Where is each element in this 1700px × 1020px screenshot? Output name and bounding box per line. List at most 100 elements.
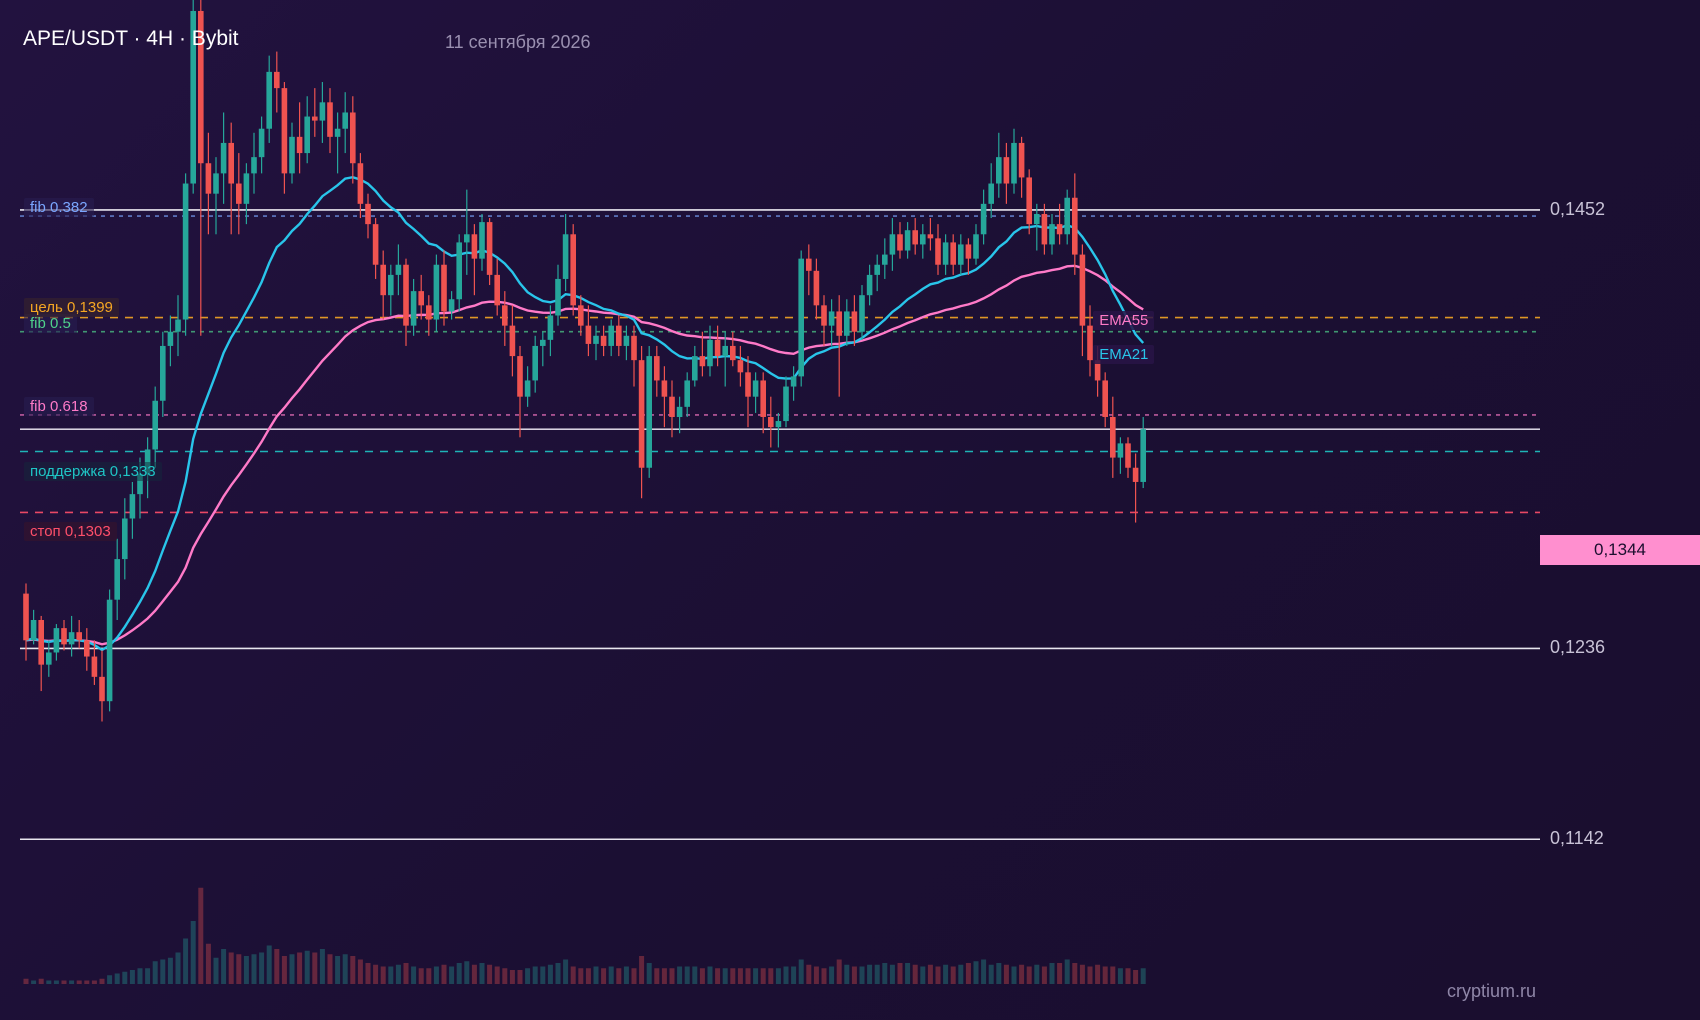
candle-body	[1003, 157, 1010, 184]
volume-bar	[1003, 964, 1009, 984]
volume-bar	[183, 938, 189, 984]
annotation-lines	[20, 215, 1540, 514]
candle-body	[958, 244, 964, 265]
volume-bar	[753, 968, 759, 984]
volume-bar	[335, 956, 341, 984]
candle-body	[942, 242, 949, 265]
ema-label: EMA21	[1093, 345, 1155, 365]
candle-body	[996, 157, 1002, 184]
candle-body	[486, 222, 493, 275]
volume-bar	[1110, 966, 1116, 984]
volume-bar	[69, 980, 75, 984]
volume-bar	[1049, 963, 1055, 984]
volume-bar	[1095, 964, 1101, 984]
candle-body	[927, 234, 934, 239]
candle-body	[806, 258, 812, 271]
candle-body	[699, 356, 706, 367]
volume-bar	[768, 968, 774, 984]
candle-body	[38, 620, 44, 665]
candle-body	[684, 380, 690, 407]
candle-body	[783, 386, 789, 422]
candle-body	[479, 222, 485, 259]
candle-body	[722, 345, 728, 357]
volume-bar	[464, 961, 470, 984]
candle-body	[790, 376, 797, 387]
candle-body	[456, 242, 462, 300]
volume-bar	[76, 980, 82, 984]
candles	[23, 0, 1146, 722]
candle-body	[874, 264, 880, 275]
volume-bar	[319, 949, 325, 984]
volume-bar	[31, 980, 37, 984]
volume-bar	[639, 956, 645, 984]
candle-body	[1026, 177, 1032, 225]
candle-body	[524, 380, 531, 397]
annotation-label: поддержка 0,1333	[24, 461, 162, 481]
candle-body	[1064, 197, 1070, 235]
candle-body	[669, 396, 675, 417]
volume-bar	[958, 964, 964, 984]
candle-body	[859, 295, 865, 332]
volume-bar	[91, 980, 97, 984]
ema21-line	[25, 175, 1145, 652]
candle-body	[304, 116, 310, 154]
candle-body	[547, 315, 554, 340]
volume-bar	[532, 966, 538, 984]
volume-bar	[395, 964, 401, 984]
candle-body	[1087, 325, 1093, 361]
volume-bar	[616, 968, 622, 984]
candle-body	[661, 380, 668, 397]
volume-bar	[456, 963, 462, 984]
volume-bar	[935, 966, 941, 984]
volume-bar	[411, 966, 417, 984]
candle-body	[365, 203, 371, 225]
candle-body	[502, 305, 508, 326]
volume-bar	[228, 952, 234, 984]
volume-bar	[107, 975, 113, 984]
candle-body	[935, 238, 941, 265]
volume-bar	[388, 966, 394, 984]
volume-bar	[1087, 966, 1093, 984]
volume-bar	[236, 954, 242, 984]
volume-bar	[243, 956, 249, 984]
candle-body	[646, 356, 652, 468]
candle-body	[707, 339, 713, 367]
candle-body	[350, 112, 356, 164]
volume-bar	[593, 966, 599, 984]
volume-bar	[99, 978, 105, 984]
candle-body	[274, 71, 280, 89]
level-label: 0,1236	[1550, 637, 1606, 658]
candle-body	[798, 258, 804, 377]
volume-bar	[943, 964, 949, 984]
volume-bar	[357, 959, 363, 984]
volume-bar	[53, 980, 59, 984]
volume-bar	[692, 966, 698, 984]
candle-body	[266, 71, 272, 129]
volume-bar	[1117, 968, 1123, 984]
volume-bar	[1125, 968, 1131, 984]
candle-body	[99, 676, 105, 702]
candle-body	[129, 494, 136, 519]
volume-bar	[1011, 966, 1017, 984]
candle-body	[1102, 380, 1108, 417]
candle-body	[228, 142, 234, 184]
candle-body	[289, 136, 295, 174]
candle-body	[714, 339, 721, 357]
volume-bar	[821, 968, 827, 984]
candle-body	[950, 242, 956, 265]
candle-body	[889, 234, 896, 255]
volume-bar	[380, 966, 386, 984]
candle-body	[198, 10, 204, 164]
candle-body	[623, 335, 630, 346]
volume-bar	[175, 952, 181, 984]
volume-bar	[1041, 966, 1047, 984]
candle-body	[23, 593, 29, 641]
candle-body	[1117, 443, 1124, 458]
candle-body	[372, 224, 379, 265]
candle-body	[593, 335, 599, 344]
volume-bar	[122, 971, 128, 984]
candle-body	[471, 234, 478, 259]
volume-bar	[1079, 964, 1085, 984]
candle-body	[676, 406, 683, 417]
